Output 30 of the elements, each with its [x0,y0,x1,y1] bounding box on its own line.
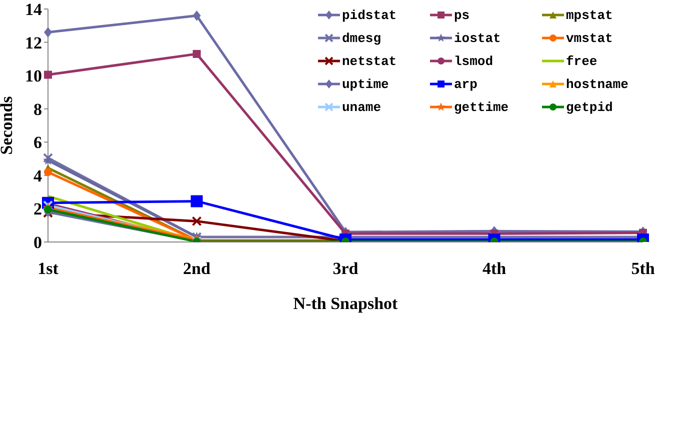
y-tick-label: 12 [25,33,42,52]
x-tick-label: 1st [38,259,59,278]
legend-label: netstat [342,54,397,68]
y-axis-title: Seconds [0,96,16,155]
legend-label: iostat [454,30,501,46]
legend-label: getpid [566,100,613,114]
y-tick-label: 0 [34,233,42,252]
x-tick-label: 2nd [183,259,211,278]
legend-label: arp [454,76,478,92]
legend-label: gettime [454,100,509,114]
y-tick-label: 8 [34,100,42,119]
legend-label: ps [454,8,470,22]
legend-label: dmesg [342,30,382,46]
legend-label: free [566,54,598,68]
y-tick-label: 10 [25,66,42,86]
legend-label: hostname [566,76,628,92]
legend-label: pidstat [342,8,397,22]
legend-label: lsmod [454,54,494,68]
x-axis-title: N-th Snapshot [293,294,398,313]
y-tick-label: 4 [34,166,42,186]
x-tick-label: 5th [631,259,656,278]
legend-label: uname [342,100,382,114]
legend-label: vmstat [566,30,613,46]
y-tick-label: 14 [25,0,42,20]
y-tick-label: 2 [34,200,42,219]
legend-label: mpstat [566,8,613,22]
x-tick-label: 3rd [332,259,359,278]
y-tick-label: 6 [34,133,42,152]
legend-label: uptime [342,76,389,92]
x-tick-label: 4th [482,259,507,278]
